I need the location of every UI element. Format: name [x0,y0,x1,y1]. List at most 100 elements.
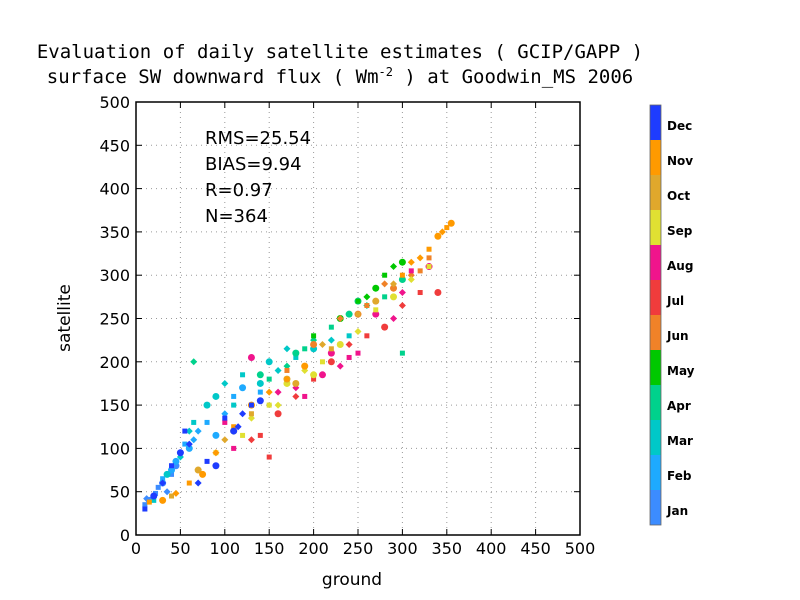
data-point-apr [382,294,388,300]
data-point-nov [231,424,237,430]
y-tick-label: 200 [99,353,130,372]
data-point-jul [364,333,370,339]
legend-swatch-jul [650,280,661,315]
data-point-mar [221,379,229,387]
data-point-aug [222,419,228,425]
legend-frame [649,104,662,526]
data-point-jun [417,268,423,274]
data-point-dec [230,427,238,435]
data-point-mar [212,392,220,400]
y-tick-label: 450 [99,136,130,155]
data-point-apr [302,346,308,352]
data-point-sep [354,327,362,335]
data-point-jul [311,376,317,382]
data-point-jan [163,488,171,496]
legend-label-aug: Aug [667,259,693,273]
data-point-nov [426,246,432,252]
data-point-nov [301,362,309,370]
data-point-mar [185,427,193,435]
data-point-jun [364,303,370,309]
y-tick-label: 150 [99,396,130,415]
data-point-jun [390,284,398,292]
data-point-dec [159,479,167,487]
data-point-may [382,272,388,278]
x-tick-label: 0 [131,539,141,558]
data-point-nov [416,254,424,262]
legend-swatch-jun [650,315,661,350]
data-point-mar [163,470,171,478]
data-point-apr [398,276,406,284]
chart-title-line2-suffix: ) at Goodwin_MS 2006 [393,66,633,88]
data-point-dec [239,410,247,418]
data-point-nov [444,225,450,231]
legend-label-nov: Nov [667,154,693,168]
data-point-sep [274,401,282,409]
data-point-jun [407,271,415,279]
data-point-dec [212,462,220,470]
data-point-jul [345,340,353,348]
data-point-jul [327,358,335,366]
chart-title-line2-prefix: surface SW downward flux ( Wm [47,66,379,88]
data-point-sep [310,371,318,379]
y-tick-label: 250 [99,310,130,329]
legend-label-may: May [667,364,695,378]
legend-label-dec: Dec [667,119,692,133]
data-point-mar [327,336,335,344]
y-tick-label: 100 [99,439,130,458]
data-point-sep [407,276,415,284]
data-point-nov [447,219,455,227]
plot-frame [135,101,581,536]
data-point-nov [172,489,180,497]
legend-swatch-feb [650,455,661,490]
data-point-mar [283,345,291,353]
data-point-apr [345,310,353,318]
data-point-oct [169,493,175,499]
data-point-jun [284,367,290,373]
x-tick-label: 400 [476,539,507,558]
data-point-dec [169,463,175,469]
data-point-oct [221,436,229,444]
data-point-sep [426,264,432,270]
legend-swatch-jan [650,490,661,525]
data-point-jun [426,255,432,261]
data-point-mar [256,379,264,387]
data-point-apr [266,376,272,382]
legend-swatch-may [650,350,661,385]
data-point-jul [381,323,389,331]
data-point-nov [434,232,442,240]
data-point-nov [146,499,152,505]
data-point-may [390,263,398,271]
data-point-aug [302,393,308,399]
data-point-jul [257,432,263,438]
x-tick-label: 250 [343,539,374,558]
data-point-may [398,258,406,266]
data-point-apr [292,349,300,357]
data-point-jul [292,392,300,400]
x-tick-label: 50 [170,539,190,558]
y-tick-label: 0 [120,526,130,545]
data-point-feb [172,457,180,465]
data-point-dec [182,428,188,434]
data-point-dec [256,397,264,405]
data-point-aug [355,350,361,356]
data-point-apr [190,358,198,366]
data-point-jul [247,436,255,444]
legend-label-oct: Oct [667,189,690,203]
data-point-apr [399,350,405,356]
data-point-sep [247,414,255,422]
data-point-sep [373,307,379,313]
legend-swatch-nov [650,140,661,175]
stat-rms: RMS=25.54 [205,128,311,149]
data-point-jan [169,471,175,477]
data-point-feb [185,444,193,452]
data-point-jun [381,280,389,288]
data-point-dec [150,492,158,500]
data-point-mar [191,419,197,425]
data-point-jan [142,502,148,508]
month-legend: Dec Nov Oct Sep Aug Jul Jun May Apr Mar Feb Jan [649,104,695,526]
data-point-mar [293,354,299,360]
data-point-mar [265,358,273,366]
data-point-aug [231,445,237,451]
data-point-aug [274,388,282,396]
grid-lines [136,102,580,535]
